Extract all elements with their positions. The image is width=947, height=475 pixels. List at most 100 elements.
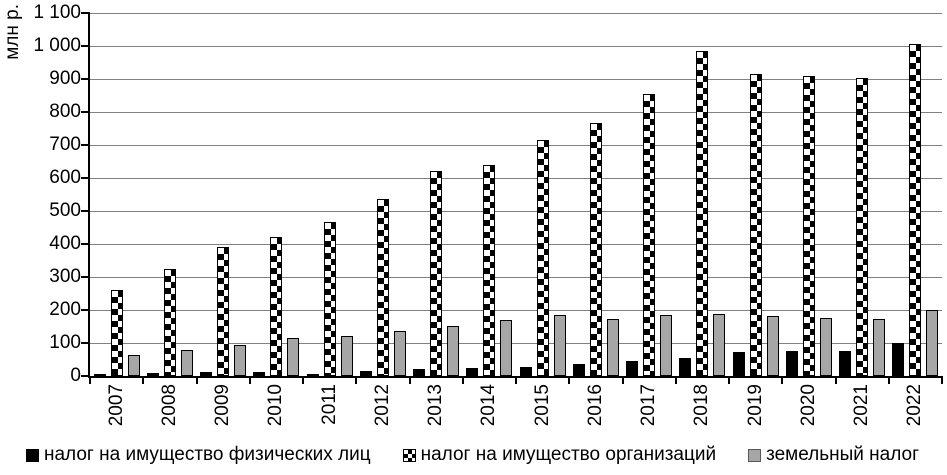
chart-legend: налог на имущество физических лиц налог …	[26, 444, 936, 466]
x-axis-tick	[89, 376, 91, 384]
x-axis-label-text: 2021	[851, 384, 873, 427]
gridline-600	[90, 177, 942, 179]
bar-solid-gray-2019	[766, 316, 779, 376]
legend-item-organizations-tax: налог на имущество организаций	[402, 444, 716, 466]
x-axis-tick	[515, 376, 517, 384]
bar-group-2020	[782, 13, 835, 376]
x-axis-tick	[248, 376, 251, 384]
x-axis-tick	[195, 376, 198, 384]
bar-solid-black-2015	[519, 367, 532, 376]
bar-group-2019	[729, 13, 782, 376]
gridline-700	[90, 144, 942, 146]
x-axis-label-text: 2020	[797, 384, 819, 427]
x-axis-label-text: 2011	[318, 384, 340, 425]
legend-label: земельный налог	[766, 444, 920, 465]
y-axis-tick	[81, 144, 90, 146]
bar-solid-gray-2007	[127, 355, 140, 376]
bar-group-2007	[90, 13, 143, 376]
x-axis-tick	[887, 376, 890, 384]
bar-checkerboard-black-white-2014	[483, 165, 496, 376]
bar-checkerboard-black-white-2015	[536, 140, 549, 376]
bar-checkerboard-black-white-2020	[802, 76, 815, 376]
x-axis-label-2009: 2009	[212, 384, 234, 438]
x-axis-label-text: 2018	[691, 384, 713, 427]
y-axis-tick	[81, 342, 90, 344]
x-axis-label-text: 2014	[478, 384, 500, 427]
x-axis-label-text: 2022	[904, 384, 926, 427]
x-axis-tick	[408, 376, 411, 384]
bar-group-2010	[250, 13, 303, 376]
bar-checkerboard-black-white-2016	[589, 123, 602, 376]
y-axis-tick-label: 0	[70, 365, 81, 386]
bar-group-2011	[303, 13, 356, 376]
gridline-300	[90, 276, 942, 278]
bar-solid-black-2020	[785, 351, 798, 376]
y-axis-tick	[81, 276, 90, 278]
x-axis-tick	[941, 376, 943, 384]
bar-group-2008	[143, 13, 196, 376]
bar-solid-gray-2017	[660, 315, 673, 376]
bar-group-2022	[889, 13, 942, 376]
x-axis-label-text: 2009	[212, 384, 234, 427]
bar-solid-black-2014	[466, 368, 479, 376]
bar-solid-gray-2018	[713, 314, 726, 376]
bar-solid-gray-2020	[819, 318, 832, 376]
x-axis-tick	[461, 376, 464, 384]
y-axis-tick	[81, 375, 90, 377]
y-axis-tick	[81, 45, 90, 47]
bar-solid-gray-2011	[340, 336, 353, 376]
x-axis-label-text: 2015	[531, 384, 553, 427]
bar-solid-black-2008	[146, 373, 159, 376]
bar-group-2014	[463, 13, 516, 376]
y-axis-tick	[81, 243, 90, 245]
gridline-1000	[90, 45, 942, 47]
y-axis-tick	[81, 78, 90, 80]
gridline-900	[90, 78, 942, 80]
black-square-icon	[26, 448, 39, 462]
bar-solid-black-2016	[572, 364, 585, 376]
y-axis-tick	[81, 210, 90, 212]
y-axis-tick	[81, 12, 90, 14]
y-axis-tick	[81, 177, 90, 179]
plot-area: 0 100 200 300 400 500 600 700 800 900 1 000 1 100 20…	[33, 3, 943, 426]
x-axis-label-text: 2010	[265, 384, 287, 427]
bar-solid-black-2012	[359, 371, 372, 376]
bar-solid-black-2013	[413, 369, 426, 376]
x-axis-tick	[781, 376, 784, 384]
x-axis-label-2013: 2013	[425, 384, 447, 438]
x-axis-label-2010: 2010	[265, 384, 287, 438]
bar-checkerboard-black-white-2013	[430, 171, 443, 376]
gridline-1100	[90, 12, 942, 14]
x-axis-label-2021: 2021	[851, 384, 873, 438]
x-axis-tick	[568, 376, 571, 384]
x-axis-label-text: 2019	[744, 384, 766, 427]
bar-solid-black-2018	[679, 358, 692, 376]
bar-solid-black-2009	[200, 372, 213, 376]
gridline-400	[90, 243, 942, 245]
bar-group-2017	[623, 13, 676, 376]
x-axis-label-2017: 2017	[638, 384, 660, 438]
x-axis-label-2012: 2012	[372, 384, 394, 438]
x-axis-label-text: 2013	[425, 384, 447, 427]
x-axis-label-2019: 2019	[745, 384, 767, 438]
bar-checkerboard-black-white-2019	[749, 74, 762, 376]
y-axis-tick-label: 900	[49, 68, 81, 89]
bar-solid-black-2017	[626, 361, 639, 376]
y-axis-tick-label: 100	[49, 332, 81, 353]
x-axis-label-2022: 2022	[904, 384, 926, 438]
x-axis-label-2016: 2016	[585, 384, 607, 438]
x-axis-label-text: 2017	[638, 384, 660, 427]
bar-group-2013	[410, 13, 463, 376]
bar-group-2018	[676, 13, 729, 376]
bar-group-2021	[836, 13, 889, 376]
y-axis-tick-label: 200	[49, 299, 81, 320]
y-axis-tick	[81, 111, 90, 113]
y-axis-tick	[81, 309, 90, 311]
x-axis-label-2020: 2020	[798, 384, 820, 438]
x-axis-tick	[621, 376, 624, 384]
bar-checkerboard-black-white-2011	[323, 222, 336, 376]
bar-solid-gray-2022	[926, 310, 939, 376]
bar-checkerboard-black-white-2017	[643, 94, 656, 376]
x-axis-tick	[834, 376, 837, 384]
